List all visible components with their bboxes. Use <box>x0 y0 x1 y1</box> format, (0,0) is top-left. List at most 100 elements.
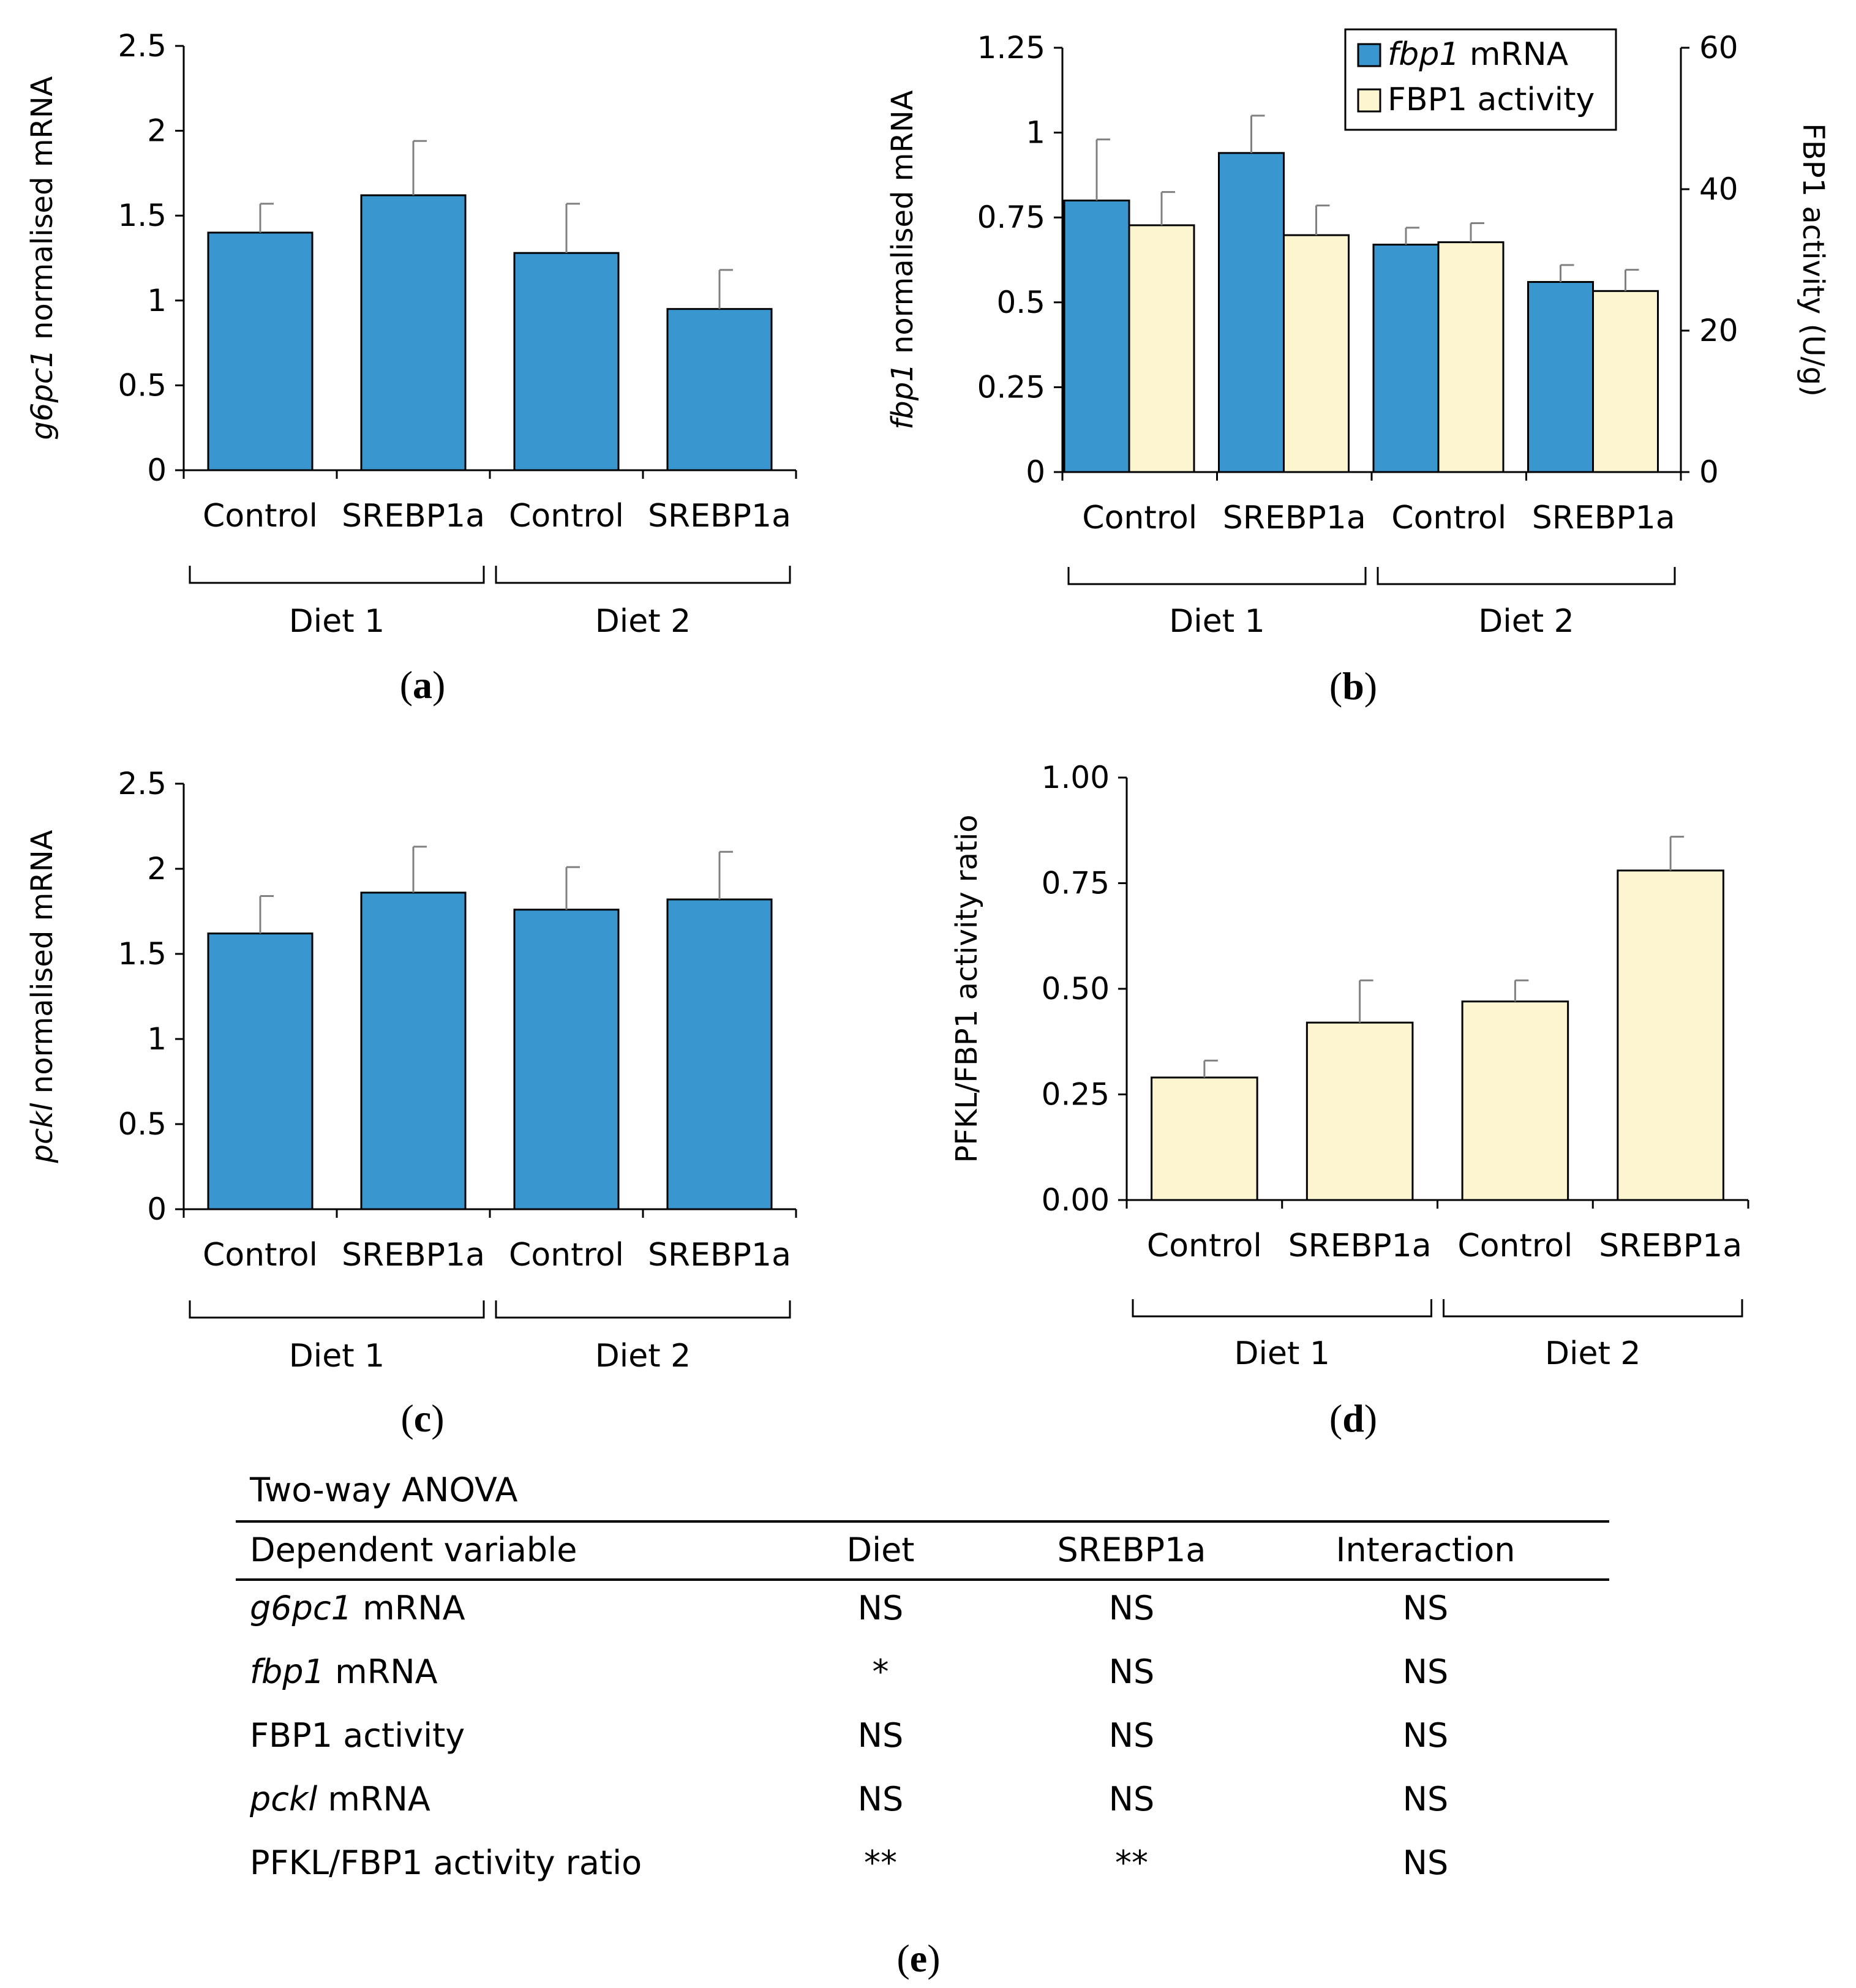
bar <box>1527 281 1594 473</box>
legend-swatch <box>1357 88 1381 113</box>
y-tick-label: 0.75 <box>1042 866 1110 901</box>
y-tick-label: 1 <box>147 1021 167 1057</box>
legend-label: fbp1 mRNA <box>1388 36 1569 73</box>
bar <box>1617 869 1724 1201</box>
y-tick-label: 2.5 <box>118 766 167 801</box>
anova-header-interaction: Interaction <box>1336 1531 1516 1569</box>
y2-tick-label: 0 <box>1699 454 1719 490</box>
row-diet: NS <box>858 1716 904 1755</box>
group-label: Diet 2 <box>595 603 691 640</box>
y-tick-label: 0.5 <box>118 1106 167 1142</box>
x-tick-label: SREBP1a <box>648 498 791 535</box>
bar <box>1151 1076 1258 1201</box>
y-tick-label: 1 <box>147 283 167 318</box>
x-tick-label: Control <box>1082 500 1197 536</box>
y-axis-label: pckl normalised mRNA <box>25 830 59 1163</box>
bar <box>207 932 314 1210</box>
x-tick-label: SREBP1a <box>342 498 485 535</box>
x-tick-label: Control <box>1147 1228 1262 1264</box>
x-tick-label: SREBP1a <box>1288 1228 1432 1264</box>
group-label: Diet 1 <box>289 603 385 640</box>
anova-header-diet: Diet <box>847 1531 915 1569</box>
x-tick-label: SREBP1a <box>648 1237 791 1273</box>
x-tick-label: Control <box>509 498 624 535</box>
table-row: FBP1 activity NS NS NS <box>250 1716 1448 1755</box>
row-srebp1a: NS <box>1109 1652 1155 1691</box>
table-row: pckl mRNA NS NS NS <box>249 1780 1448 1818</box>
bar <box>513 909 620 1210</box>
y2-tick-label: 60 <box>1699 30 1738 66</box>
y-tick-label: 0.75 <box>977 200 1045 235</box>
y2-tick-label: 20 <box>1699 313 1738 348</box>
y-tick-label: 0 <box>147 1191 167 1227</box>
group-label: Diet 2 <box>595 1338 691 1375</box>
group-label: Diet 2 <box>1545 1335 1640 1372</box>
row-interaction: NS <box>1403 1780 1449 1818</box>
bar <box>1218 152 1285 473</box>
row-interaction: NS <box>1403 1716 1449 1755</box>
row-diet: ** <box>864 1844 897 1882</box>
panel-label-e: (e) <box>896 1937 940 1980</box>
x-tick-label: SREBP1a <box>1532 500 1675 536</box>
x-tick-label: SREBP1a <box>342 1237 485 1273</box>
group-bracket <box>1377 567 1676 585</box>
table-row: g6pc1 mRNA NS NS NS <box>250 1589 1448 1627</box>
x-tick-label: Control <box>1457 1228 1572 1264</box>
x-tick-label: SREBP1a <box>1223 500 1366 536</box>
anova-table: Two-way ANOVA Dependent variable Diet SR… <box>236 1471 1609 1980</box>
y-tick-label: 1 <box>1026 115 1045 151</box>
y-tick-label: 1.00 <box>1042 760 1110 795</box>
bar <box>1283 234 1350 473</box>
panel-label-d: (d) <box>1329 1397 1377 1440</box>
row-srebp1a: NS <box>1109 1589 1155 1627</box>
bar <box>1063 199 1130 473</box>
row-diet: NS <box>858 1589 904 1627</box>
row-srebp1a: ** <box>1115 1844 1148 1882</box>
y-tick-label: 0 <box>1026 454 1045 490</box>
table-row: fbp1 mRNA * NS NS <box>250 1652 1448 1691</box>
y-tick-label: 0.00 <box>1042 1182 1110 1218</box>
bar <box>1437 241 1505 473</box>
row-interaction: NS <box>1403 1652 1449 1691</box>
row-interaction: NS <box>1403 1589 1449 1627</box>
legend: fbp1 mRNA FBP1 activity <box>1344 28 1617 131</box>
y-tick-label: 0 <box>147 452 167 488</box>
y-axis-label: PFKL/FBP1 activity ratio <box>950 814 984 1163</box>
row-variable: g6pc1 mRNA <box>250 1589 465 1627</box>
bar <box>1306 1021 1414 1201</box>
row-diet: NS <box>858 1780 904 1818</box>
bar <box>666 898 773 1210</box>
bar <box>513 252 620 471</box>
group-label: Diet 1 <box>289 1338 385 1375</box>
y-tick-label: 2.5 <box>118 28 167 64</box>
x-tick-label: Control <box>1391 500 1506 536</box>
chart-panel-d: 0.00 0.25 0.50 0.75 1.00 PFKL/FBP1 activity r… <box>950 760 1749 1440</box>
row-srebp1a: NS <box>1109 1780 1155 1818</box>
bar <box>207 231 314 471</box>
bar <box>666 308 773 471</box>
y-tick-label: 0.5 <box>996 285 1045 320</box>
anova-header-srebp1a: SREBP1a <box>1058 1531 1206 1569</box>
bar <box>1128 224 1195 473</box>
bar <box>360 194 467 471</box>
y-tick-label: 0.25 <box>1042 1077 1110 1112</box>
x-tick-label: SREBP1a <box>1599 1228 1742 1264</box>
y2-axis-label: FBP1 activity (U/g) <box>1796 123 1830 397</box>
y-tick-label: 0.25 <box>977 369 1045 405</box>
y2-tick-label: 40 <box>1699 171 1738 207</box>
x-tick-label: Control <box>203 498 318 535</box>
y-tick-label: 1.5 <box>118 936 167 972</box>
legend-label: FBP1 activity <box>1388 81 1595 118</box>
group-label: Diet 1 <box>1169 603 1264 640</box>
row-variable: pckl mRNA <box>249 1780 430 1818</box>
group-bracket <box>189 566 485 584</box>
bar <box>1461 1000 1569 1201</box>
chart-panel-c: 0 0.5 1 1.5 2 2.5 pckl normalised mRNA Control S… <box>25 766 797 1440</box>
bar <box>1592 290 1659 473</box>
anova-title: Two-way ANOVA <box>249 1471 517 1509</box>
row-interaction: NS <box>1403 1844 1449 1882</box>
y-tick-label: 0.5 <box>118 367 167 403</box>
y-axis-label: fbp1 normalised mRNA <box>885 90 920 429</box>
table-row: PFKL/FBP1 activity ratio ** ** NS <box>250 1844 1448 1882</box>
